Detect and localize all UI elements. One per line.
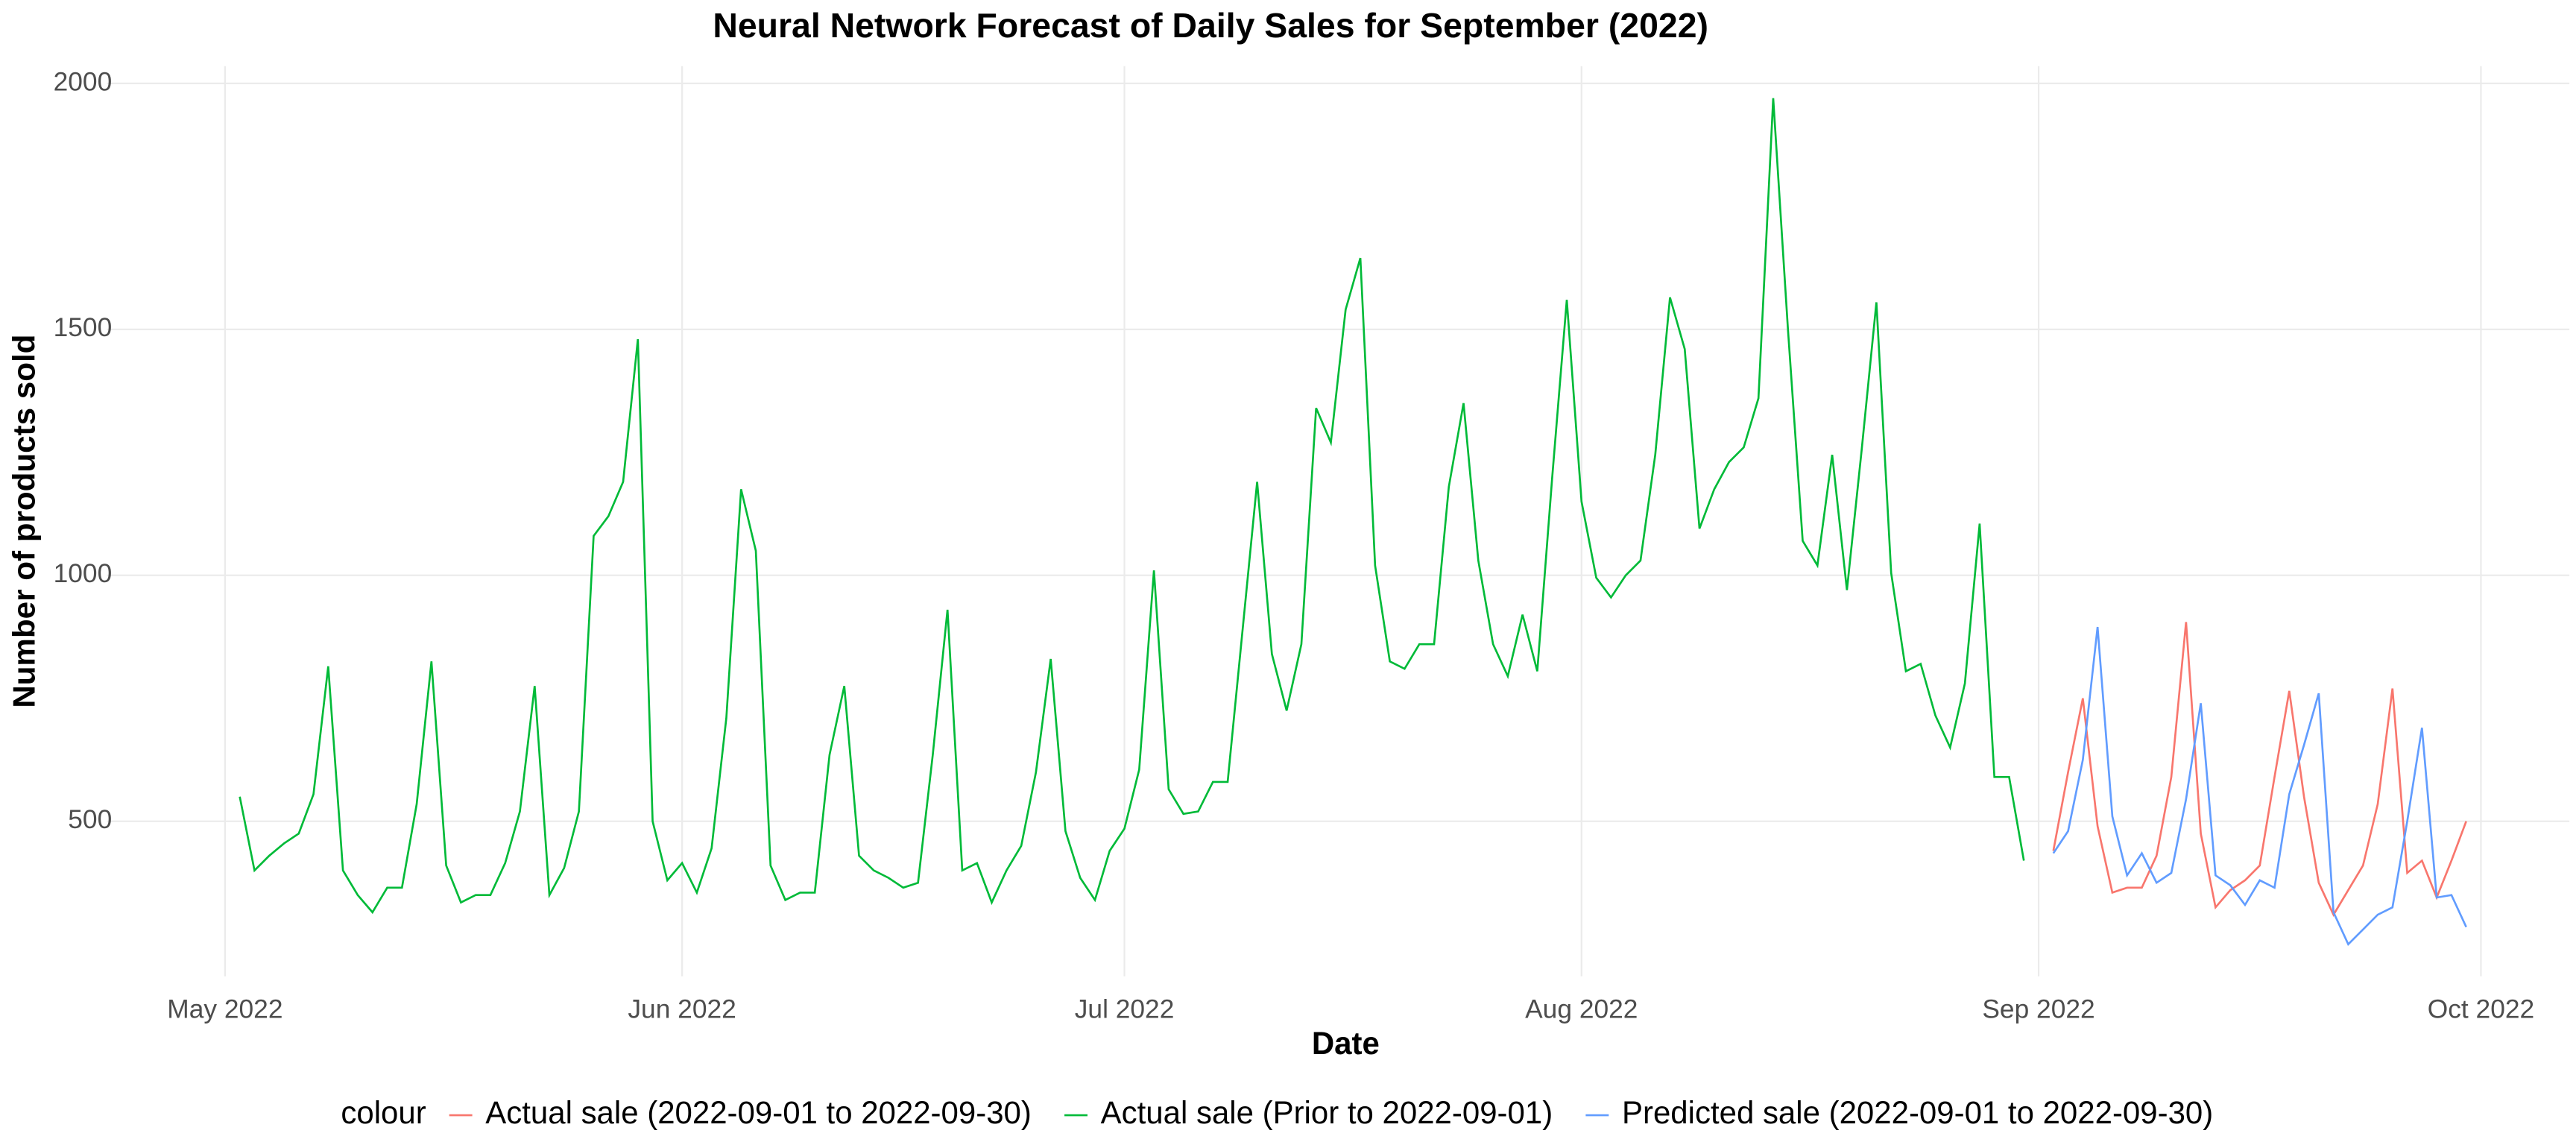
- plot-lines: [239, 98, 2467, 946]
- y-tick-label: 2000: [54, 66, 113, 96]
- series-line: [2052, 626, 2467, 946]
- y-tick-label: 1500: [54, 312, 113, 342]
- y-tick-label: 1000: [54, 558, 113, 588]
- y-tick-label: 500: [68, 804, 112, 834]
- legend-label: Predicted sale (2022-09-01 to 2022-09-30…: [1622, 1095, 2213, 1130]
- grid: [107, 66, 2570, 977]
- legend-label: Actual sale (Prior to 2022-09-01): [1101, 1095, 1553, 1130]
- x-tick-label: Oct 2022: [2428, 994, 2534, 1024]
- x-tick-label: May 2022: [167, 994, 282, 1024]
- y-axis-title: Number of products sold: [7, 335, 42, 708]
- x-tick-label: Aug 2022: [1525, 994, 1638, 1024]
- series-line: [2052, 622, 2467, 917]
- x-tick-label: Jul 2022: [1075, 994, 1175, 1024]
- chart-title: Neural Network Forecast of Daily Sales f…: [713, 6, 1708, 45]
- legend: colour Actual sale (2022-09-01 to 2022-09…: [341, 1095, 2213, 1130]
- x-tick-label: Jun 2022: [628, 994, 736, 1024]
- legend-title: colour: [341, 1095, 426, 1130]
- x-axis-title: Date: [1312, 1026, 1380, 1061]
- series-line: [239, 98, 2025, 915]
- legend-label: Actual sale (2022-09-01 to 2022-09-30): [485, 1095, 1032, 1130]
- x-tick-label: Sep 2022: [1982, 994, 2094, 1024]
